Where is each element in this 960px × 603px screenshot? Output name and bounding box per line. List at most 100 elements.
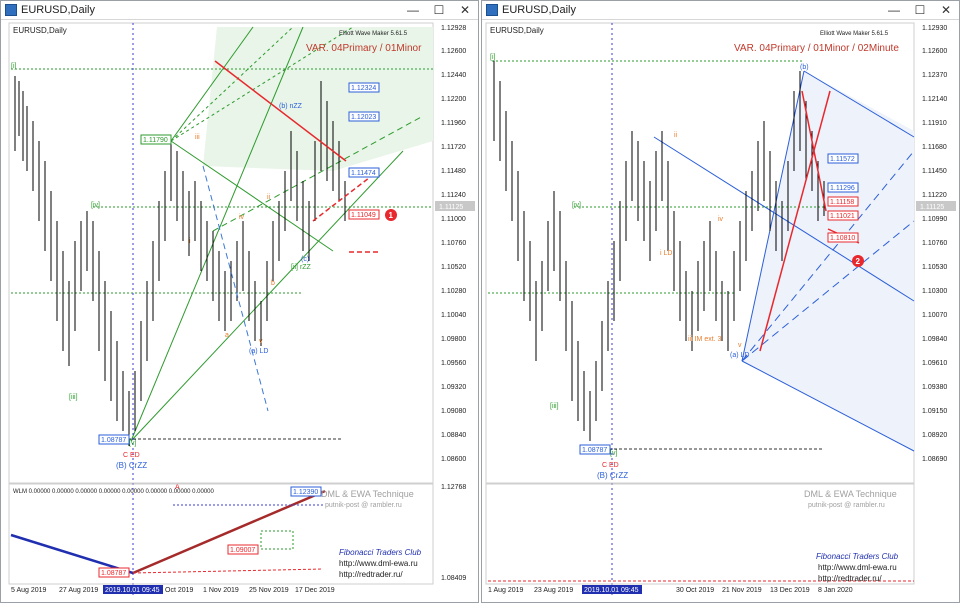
svg-text:1.12370: 1.12370: [922, 72, 947, 79]
svg-text:1.11572: 1.11572: [830, 156, 855, 163]
candlesticks: [14, 76, 346, 446]
price-chart[interactable]: 1.12928 1.12600 1.12440 1.12200 1.11960 …: [3, 21, 478, 601]
svg-text:1.08690: 1.08690: [922, 456, 947, 463]
indicator-label: WLM 0.00000 0.00000 0.00000 0.00000 0.00…: [13, 489, 215, 495]
svg-text:Oct 2019: Oct 2019: [165, 587, 194, 594]
svg-text:1.11910: 1.11910: [922, 120, 947, 127]
svg-text:1.11720: 1.11720: [441, 144, 466, 151]
svg-text:iii IM ext. 3: iii IM ext. 3: [688, 336, 722, 343]
svg-text:1.12600: 1.12600: [922, 48, 947, 55]
svg-text:1.11296: 1.11296: [830, 185, 855, 192]
svg-text:1.12023: 1.12023: [351, 114, 376, 121]
price-tags: 1.11572 1.11296 1.11158 1.11021 1.10810 …: [579, 153, 859, 455]
svg-text:25 Nov 2019: 25 Nov 2019: [249, 587, 289, 594]
svg-text:1.12768: 1.12768: [441, 484, 466, 491]
indicator-name: Elliott Wave Maker 5.61.5: [339, 31, 408, 37]
svg-text:ii: ii: [267, 194, 271, 201]
svg-text:[i]: [i]: [490, 54, 496, 61]
svg-text:[iv]: [iv]: [91, 202, 100, 209]
svg-text:[iii]: [iii]: [550, 403, 559, 410]
svg-text:1.12440: 1.12440: [441, 72, 466, 79]
chart-window-icon: [486, 4, 498, 16]
svg-text:1.09610: 1.09610: [922, 360, 947, 367]
svg-text:1.10990: 1.10990: [922, 216, 947, 223]
svg-text:1.08787: 1.08787: [101, 437, 126, 444]
wave-labels: [i] [iv] [iii] [v] C ED (B) CrZZ (b) i L…: [490, 54, 809, 480]
time-axis: 1 Aug 2019 23 Aug 2019 2019.10.01 09:45 …: [488, 585, 853, 594]
wave-labels: [i] [iv] [iii] [v] C ED (B) CrZZ (b) nZZ…: [11, 63, 312, 491]
svg-text:1: 1: [389, 211, 394, 220]
svg-text:putnik-post @ rambler.ru: putnik-post @ rambler.ru: [808, 502, 885, 509]
close-button[interactable]: ✕: [459, 2, 471, 17]
svg-text:1.09320: 1.09320: [441, 384, 466, 391]
svg-text:(B) CrZZ: (B) CrZZ: [116, 461, 147, 470]
svg-text:Fibonacci Traders Club: Fibonacci Traders Club: [816, 552, 899, 561]
svg-text:(B) CrZZ: (B) CrZZ: [597, 471, 628, 480]
svg-text:i LD: i LD: [660, 250, 672, 257]
svg-text:b: b: [271, 280, 275, 287]
close-button[interactable]: ✕: [940, 2, 952, 17]
chart-window-left[interactable]: EURUSD,Daily — ☐ ✕: [0, 0, 479, 603]
svg-text:[iv]: [iv]: [572, 202, 581, 209]
svg-text:1.09150: 1.09150: [922, 408, 947, 415]
wlm-down-line: [10, 533, 134, 575]
svg-text:1.10760: 1.10760: [441, 240, 466, 247]
svg-text:v: v: [259, 338, 263, 345]
svg-text:2: 2: [856, 257, 861, 266]
svg-text:iv: iv: [239, 214, 245, 221]
indicator-panel[interactable]: [8, 483, 434, 585]
svg-text:1.08787: 1.08787: [101, 570, 126, 577]
svg-text:1.11450: 1.11450: [922, 168, 947, 175]
svg-text:2019.10.01 09:45: 2019.10.01 09:45: [105, 587, 160, 594]
svg-text:1.12140: 1.12140: [922, 96, 947, 103]
wave-variant-title: VAR. 04Primary / 01Minor / 02Minute: [734, 43, 899, 54]
svg-text:a: a: [225, 332, 229, 339]
price-tags: 1.11790 1.12324 1.12023 1.11474 1.11049 …: [98, 82, 380, 445]
window-titlebar[interactable]: EURUSD,Daily — ☐ ✕: [1, 1, 478, 20]
svg-text:(c): (c): [301, 256, 309, 263]
maximize-button[interactable]: ☐: [433, 2, 445, 17]
svg-text:1.08600: 1.08600: [441, 456, 466, 463]
svg-text:1.11960: 1.11960: [441, 120, 466, 127]
svg-text:v: v: [738, 342, 742, 349]
current-price-label: 1.11125: [920, 204, 944, 211]
svg-text:27 Aug 2019: 27 Aug 2019: [59, 587, 98, 594]
price-chart[interactable]: 1.12930 1.12600 1.12370 1.12140 1.11910 …: [484, 21, 959, 601]
svg-text:8 Jan 2020: 8 Jan 2020: [818, 587, 853, 594]
svg-text:1.09380: 1.09380: [922, 384, 947, 391]
svg-text:1 Aug 2019: 1 Aug 2019: [488, 587, 524, 594]
scenario-marker: [385, 209, 397, 221]
svg-text:30 Oct 2019: 30 Oct 2019: [676, 587, 714, 594]
svg-text:1.10810: 1.10810: [830, 235, 855, 242]
window-titlebar[interactable]: EURUSD,Daily — ☐ ✕: [482, 1, 959, 20]
pitchfork-zone: [742, 71, 914, 451]
svg-text:(a) LD: (a) LD: [249, 348, 268, 355]
current-price-label: 1.11125: [439, 204, 463, 211]
svg-text:(a) LD: (a) LD: [730, 352, 749, 359]
svg-text:C ED: C ED: [123, 452, 140, 459]
svg-text:1.08840: 1.08840: [441, 432, 466, 439]
svg-text:1.11680: 1.11680: [922, 144, 947, 151]
svg-text:1.09800: 1.09800: [441, 336, 466, 343]
svg-text:1.09560: 1.09560: [441, 360, 466, 367]
minimize-button[interactable]: —: [407, 2, 419, 17]
candlesticks: [493, 61, 825, 441]
chart-window-right[interactable]: EURUSD,Daily — ☐ ✕: [481, 0, 960, 603]
symbol-label: EURUSD,Daily: [490, 26, 544, 35]
svg-text:1.11021: 1.11021: [830, 213, 855, 220]
svg-text:1.09080: 1.09080: [441, 408, 466, 415]
chart-window-icon: [5, 4, 17, 16]
svg-text:[i]: [i]: [11, 63, 17, 70]
svg-text:C ED: C ED: [602, 462, 619, 469]
minimize-button[interactable]: —: [888, 2, 900, 17]
svg-text:5 Aug 2019: 5 Aug 2019: [11, 587, 47, 594]
time-axis: 5 Aug 2019 27 Aug 2019 2019.10.01 09:45 …: [11, 585, 335, 594]
svg-text:iv: iv: [718, 216, 724, 223]
indicator-name: Elliott Wave Maker 5.61.5: [820, 31, 889, 37]
svg-text:1.11158: 1.11158: [830, 199, 854, 206]
svg-text:[ii] rZZ: [ii] rZZ: [291, 264, 312, 271]
indicator-panel[interactable]: [485, 483, 915, 585]
svg-text:(b) nZZ: (b) nZZ: [279, 103, 303, 110]
maximize-button[interactable]: ☐: [914, 2, 926, 17]
red-trendlines: [214, 60, 381, 253]
